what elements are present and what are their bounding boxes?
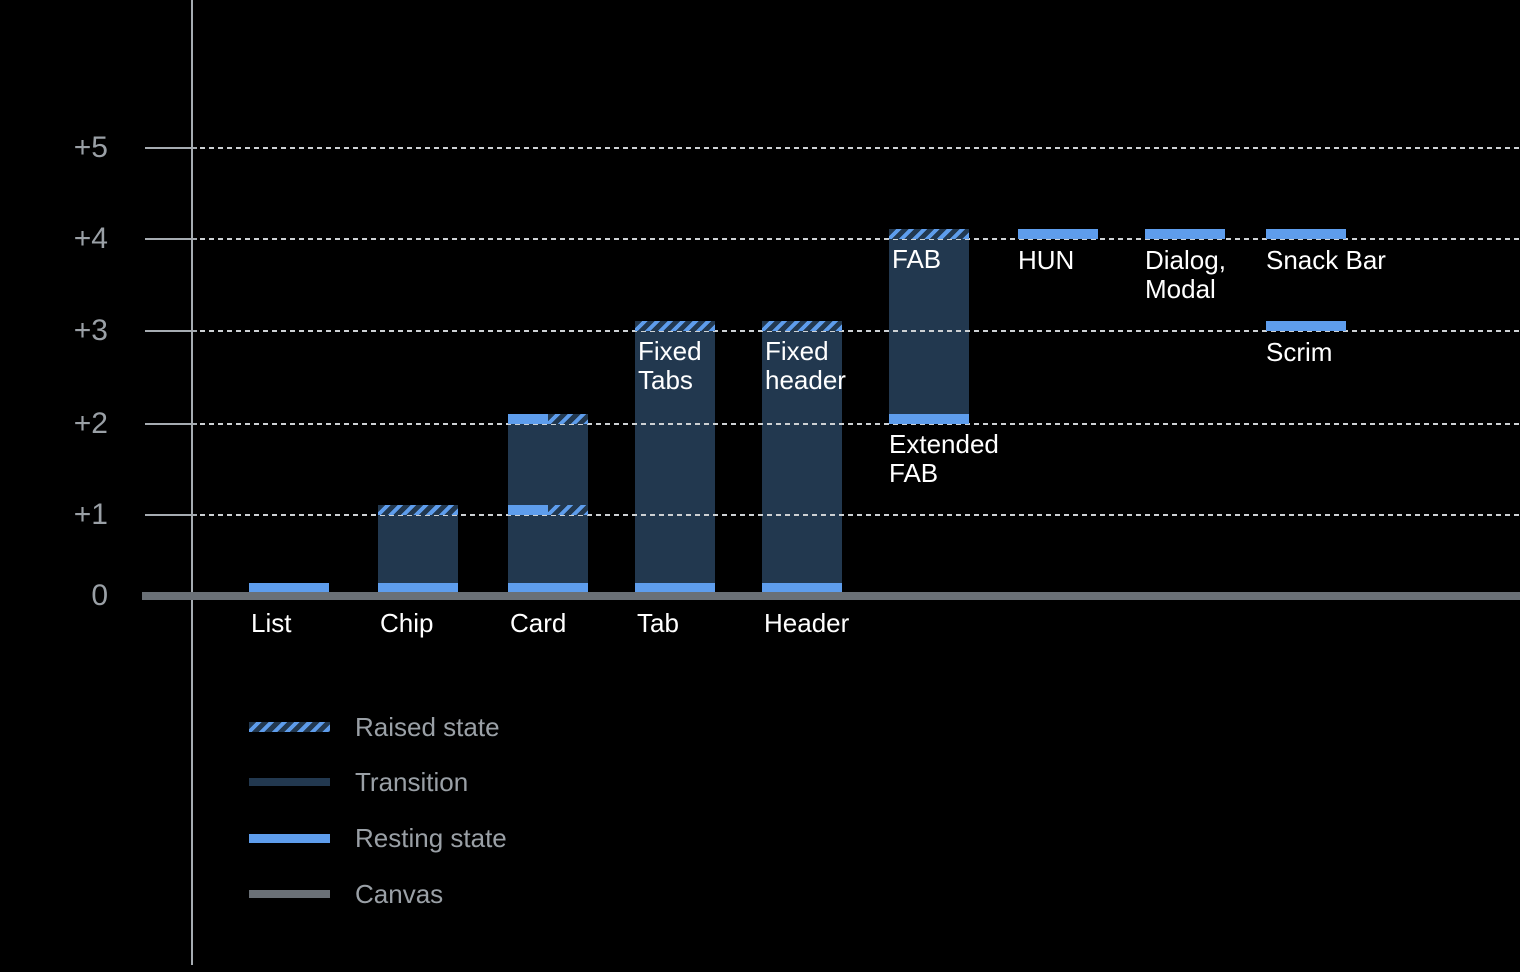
- y-axis-label-3: +3: [73, 314, 108, 347]
- resting-state-band-snack-bar: [1266, 229, 1346, 239]
- legend-swatch-resting: [249, 834, 330, 843]
- bar-label-tab: Tab: [637, 608, 679, 638]
- resting-state-band-tab: [635, 583, 715, 592]
- bar-inside-label-header: Fixed header: [765, 336, 846, 395]
- raised-state-band-header: [762, 321, 842, 331]
- bar-inside-label-tab: Fixed Tabs: [638, 336, 702, 395]
- y-axis-label-4: +4: [73, 222, 108, 255]
- split-band-card: [508, 414, 588, 424]
- bar-label-hun: HUN: [1018, 245, 1075, 275]
- resting-state-band-list: [249, 583, 329, 592]
- bar-label-chip: Chip: [380, 608, 434, 638]
- y-axis-label-2: +2: [73, 407, 108, 440]
- bar-label-extended-fab: Extended FAB: [889, 429, 999, 488]
- legend-label-raised: Raised state: [355, 712, 500, 742]
- raised-state-band-chip: [378, 505, 458, 515]
- resting-state-band-header: [762, 583, 842, 592]
- raised-state-band-extended-fab: [889, 229, 969, 239]
- gridline-3: [200, 330, 1520, 332]
- resting-state-band: [508, 505, 548, 515]
- bar-label-card: Card: [510, 608, 567, 638]
- bar-fill-chip: [378, 505, 458, 592]
- resting-state-band-dialog-modal: [1145, 229, 1225, 239]
- legend-label-transition: Transition: [355, 767, 469, 797]
- bar-fill-tab: [635, 321, 715, 592]
- y-tick-5: [145, 147, 197, 149]
- resting-state-band: [508, 414, 548, 424]
- legend-label-resting: Resting state: [355, 823, 507, 853]
- bar-inside-label-extended-fab: FAB: [892, 244, 942, 274]
- legend-swatch-raised: [249, 722, 330, 732]
- resting-state-band-hun: [1018, 229, 1098, 239]
- legend-swatch-canvas: [249, 890, 330, 898]
- raised-state-band-tab: [635, 321, 715, 331]
- resting-state-band-scrim: [1266, 321, 1346, 331]
- y-axis-label-1: +1: [73, 498, 108, 531]
- bar-label-header: Header: [764, 608, 850, 638]
- canvas-baseline: [142, 592, 1520, 600]
- y-axis-label-0: 0: [91, 579, 108, 612]
- resting-state-band-extended-fab: [889, 414, 969, 424]
- y-axis-line: [191, 0, 193, 965]
- bar-fill-header: [762, 321, 842, 592]
- y-tick-1: [145, 514, 197, 516]
- resting-state-band-chip: [378, 583, 458, 592]
- y-axis-label-5: +5: [73, 131, 108, 164]
- gridline-2: [200, 423, 1520, 425]
- gridline-5: [200, 147, 1520, 149]
- y-tick-2: [145, 423, 197, 425]
- bar-fill-card: [508, 414, 588, 592]
- bar-label-list: List: [251, 608, 292, 638]
- raised-state-band: [548, 414, 588, 424]
- bar-label-scrim: Scrim: [1266, 337, 1333, 367]
- legend-swatch-transition: [249, 778, 330, 786]
- gridline-4: [200, 238, 1520, 240]
- bar-fill-extended-fab: [889, 229, 969, 424]
- bar-label-snack-bar: Snack Bar: [1266, 245, 1386, 275]
- gridline-1: [200, 514, 1520, 516]
- split-band-card: [508, 505, 588, 515]
- resting-state-band-card: [508, 583, 588, 592]
- legend-label-canvas: Canvas: [355, 879, 444, 909]
- y-tick-3: [145, 330, 197, 332]
- bar-label-dialog-modal: Dialog, Modal: [1145, 245, 1226, 304]
- raised-state-band: [548, 505, 588, 515]
- y-tick-4: [145, 238, 197, 240]
